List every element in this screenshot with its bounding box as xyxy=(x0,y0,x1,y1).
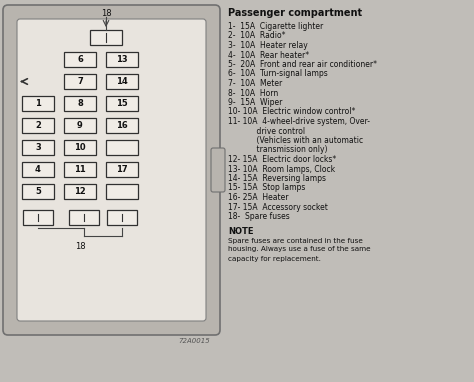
Text: 13- 10A  Room lamps, Clock: 13- 10A Room lamps, Clock xyxy=(228,165,335,173)
Bar xyxy=(22,96,54,111)
Bar xyxy=(69,210,99,225)
Bar xyxy=(64,52,96,67)
Text: 1: 1 xyxy=(35,99,41,108)
Bar xyxy=(64,184,96,199)
Bar xyxy=(22,184,54,199)
Text: 14: 14 xyxy=(116,77,128,86)
Text: 16- 25A  Heater: 16- 25A Heater xyxy=(228,193,289,202)
Text: 18-  Spare fuses: 18- Spare fuses xyxy=(228,212,290,221)
Text: 72A0015: 72A0015 xyxy=(178,338,210,344)
Text: 3-  10A  Heater relay: 3- 10A Heater relay xyxy=(228,41,308,50)
Text: 12- 15A  Electric door locks*: 12- 15A Electric door locks* xyxy=(228,155,336,164)
Text: 6: 6 xyxy=(77,55,83,64)
Text: 2: 2 xyxy=(35,121,41,130)
Text: 11: 11 xyxy=(74,165,86,174)
Text: Passenger compartment: Passenger compartment xyxy=(228,8,362,18)
Bar xyxy=(106,118,138,133)
Bar xyxy=(64,118,96,133)
Text: 8: 8 xyxy=(77,99,83,108)
Bar xyxy=(22,118,54,133)
Bar xyxy=(64,96,96,111)
Text: transmission only): transmission only) xyxy=(228,146,328,154)
FancyBboxPatch shape xyxy=(3,5,220,335)
Bar xyxy=(64,140,96,155)
Bar xyxy=(106,140,138,155)
Text: NOTE: NOTE xyxy=(228,228,254,236)
Bar xyxy=(22,140,54,155)
Text: Spare fuses are contained in the fuse
housing. Always use a fuse of the same
cap: Spare fuses are contained in the fuse ho… xyxy=(228,238,371,262)
Text: 5: 5 xyxy=(35,187,41,196)
Text: 9-  15A  Wiper: 9- 15A Wiper xyxy=(228,98,283,107)
Text: 18: 18 xyxy=(100,10,111,18)
Text: 18: 18 xyxy=(75,242,85,251)
Text: drive control: drive control xyxy=(228,126,305,136)
FancyBboxPatch shape xyxy=(17,19,206,321)
Text: 17: 17 xyxy=(116,165,128,174)
Text: 17- 15A  Accessory socket: 17- 15A Accessory socket xyxy=(228,202,328,212)
Text: 15- 15A  Stop lamps: 15- 15A Stop lamps xyxy=(228,183,305,193)
FancyBboxPatch shape xyxy=(211,148,225,192)
Bar xyxy=(106,52,138,67)
Bar xyxy=(107,210,137,225)
Text: 3: 3 xyxy=(35,143,41,152)
Text: 14- 15A  Reversing lamps: 14- 15A Reversing lamps xyxy=(228,174,326,183)
Text: 9: 9 xyxy=(77,121,83,130)
Bar xyxy=(23,210,53,225)
Text: 4: 4 xyxy=(35,165,41,174)
Text: 13: 13 xyxy=(116,55,128,64)
Text: 10- 10A  Electric window control*: 10- 10A Electric window control* xyxy=(228,107,356,117)
Text: 1-  15A  Cigarette lighter: 1- 15A Cigarette lighter xyxy=(228,22,323,31)
Text: 8-  10A  Horn: 8- 10A Horn xyxy=(228,89,278,97)
Text: 7: 7 xyxy=(77,77,83,86)
Bar xyxy=(106,96,138,111)
Text: 6-  10A  Turn-signal lamps: 6- 10A Turn-signal lamps xyxy=(228,70,328,78)
Text: 7-  10A  Meter: 7- 10A Meter xyxy=(228,79,282,88)
Bar xyxy=(106,74,138,89)
Text: 11- 10A  4-wheel-drive system, Over-: 11- 10A 4-wheel-drive system, Over- xyxy=(228,117,370,126)
Text: 16: 16 xyxy=(116,121,128,130)
Text: 2-  10A  Radio*: 2- 10A Radio* xyxy=(228,31,285,40)
Text: (Vehicles with an automatic: (Vehicles with an automatic xyxy=(228,136,363,145)
Text: 15: 15 xyxy=(116,99,128,108)
Bar xyxy=(64,74,96,89)
Bar xyxy=(22,162,54,177)
Bar xyxy=(64,162,96,177)
Text: 12: 12 xyxy=(74,187,86,196)
Bar xyxy=(106,162,138,177)
Text: 10: 10 xyxy=(74,143,86,152)
Bar xyxy=(106,184,138,199)
Text: 4-  10A  Rear heater*: 4- 10A Rear heater* xyxy=(228,50,309,60)
Text: 5-  20A  Front and rear air conditioner*: 5- 20A Front and rear air conditioner* xyxy=(228,60,377,69)
Bar xyxy=(90,30,122,45)
